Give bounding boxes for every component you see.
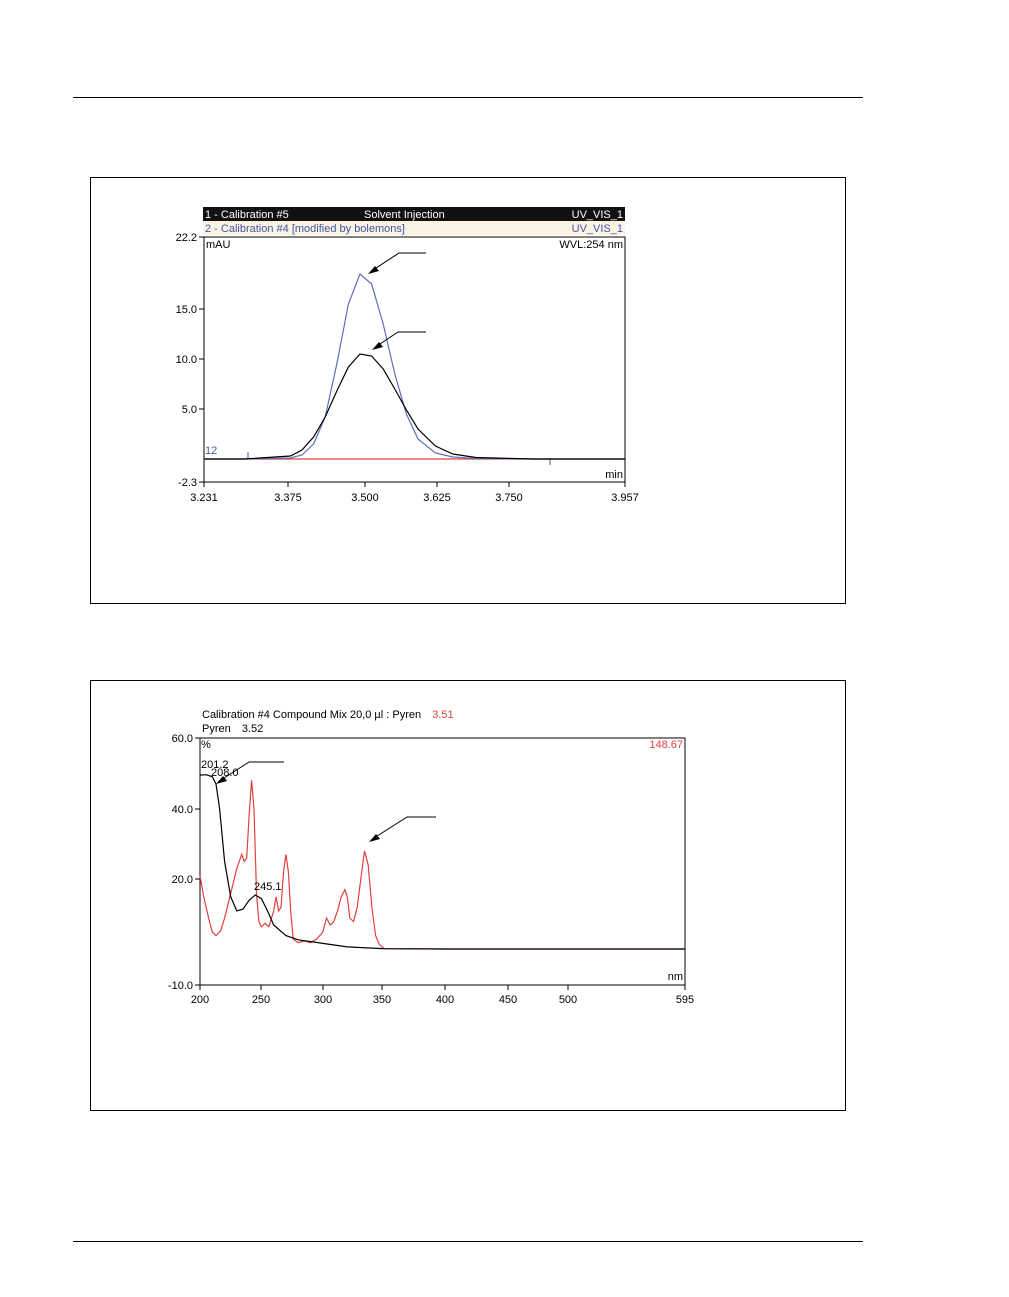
x-tick-label: 350 xyxy=(373,994,391,1006)
x-tick-3.500: 3.500 xyxy=(351,482,379,504)
y-tick-60.0: 60.0 xyxy=(172,733,200,745)
y-tick-label: 10.0 xyxy=(176,354,197,366)
y-tick-minus-10.0: -10.0 xyxy=(168,980,200,992)
annotation-arrow-1 xyxy=(368,252,426,274)
chromatogram-frame: 1 - Calibration #5 Solvent Injection UV_… xyxy=(90,177,846,604)
header-row-2-channel: UV_VIS_1 xyxy=(572,223,623,235)
top-rule xyxy=(73,97,863,98)
x-tick-label: 3.500 xyxy=(351,492,379,504)
y-tick-label: 5.0 xyxy=(182,404,197,416)
x-tick-label: 300 xyxy=(314,994,332,1006)
x-tick-label: 500 xyxy=(559,994,577,1006)
x-tick-3.957: 3.957 xyxy=(611,482,639,504)
plot-area xyxy=(199,737,686,986)
x-tick-3.750: 3.750 xyxy=(495,482,523,504)
peak-label: 245.1 xyxy=(254,881,282,893)
x-tick-label: 200 xyxy=(191,994,209,1006)
x-tick-label: 3.625 xyxy=(423,492,451,504)
y-tick-label: -10.0 xyxy=(168,980,193,992)
y-tick-label: 40.0 xyxy=(172,804,193,816)
header-row-1-bg xyxy=(203,207,625,221)
y-tick-label: 22.2 xyxy=(176,232,197,244)
header-row-2-bg xyxy=(203,221,625,235)
spectrum-chart: Calibration #4 Compound Mix 20,0 µl : Py… xyxy=(168,709,694,1006)
y-axis-label: mAU xyxy=(206,239,231,251)
spectrum-title-text: Calibration #4 Compound Mix 20,0 µl : Py… xyxy=(202,709,421,721)
spectrum-title-line-2: Pyren 3.52 xyxy=(202,723,263,735)
y-tick-10.0: 10.0 xyxy=(176,354,204,366)
x-tick-label: 3.375 xyxy=(274,492,302,504)
y-tick-5.0: 5.0 xyxy=(182,404,204,416)
chromatogram-chart: 1 - Calibration #5 Solvent Injection UV_… xyxy=(176,207,639,504)
trace-marker: 12 xyxy=(205,445,217,457)
x-tick-label: 3.750 xyxy=(495,492,523,504)
y-tick-15.0: 15.0 xyxy=(176,304,204,316)
spectrum-subtitle-text: Pyren xyxy=(202,723,231,735)
y-tick-minus-2.3: -2.3 xyxy=(178,477,204,489)
header-row-2-id: 2 - Calibration #4 [modified by bolemons… xyxy=(205,223,405,235)
series-line-reference-spectrum xyxy=(199,780,685,950)
x-tick-label: 400 xyxy=(436,994,454,1006)
x-tick-3.231: 3.231 xyxy=(190,482,218,504)
x-tick-label: 595 xyxy=(676,994,694,1006)
y-tick-22.2: 22.2 xyxy=(176,232,204,244)
x-tick-label: 3.231 xyxy=(190,492,218,504)
y-tick-label: 60.0 xyxy=(172,733,193,745)
annotation-arrow-2 xyxy=(372,331,426,350)
peak-label: 201.2 xyxy=(201,759,229,771)
x-tick-595: 595 xyxy=(676,985,694,1006)
header-row-1-id: 1 - Calibration #5 xyxy=(205,209,289,221)
annotation-arrow-2 xyxy=(369,816,436,842)
x-tick-label: 3.957 xyxy=(611,492,639,504)
x-tick-350: 350 xyxy=(373,985,391,1006)
series-line-measured-spectrum xyxy=(199,774,685,950)
x-tick-250: 250 xyxy=(252,985,270,1006)
spectrum-frame: Calibration #4 Compound Mix 20,0 µl : Py… xyxy=(90,680,846,1111)
x-tick-label: 250 xyxy=(252,994,270,1006)
header-row-1-sample: Solvent Injection xyxy=(364,209,445,221)
y-axis-label: % xyxy=(201,739,211,751)
x-tick-200: 200 xyxy=(191,985,209,1006)
x-tick-300: 300 xyxy=(314,985,332,1006)
x-tick-label: 450 xyxy=(499,994,517,1006)
y-tick-40.0: 40.0 xyxy=(172,804,200,816)
plot-area xyxy=(203,236,626,483)
x-tick-400: 400 xyxy=(436,985,454,1006)
bottom-rule xyxy=(73,1241,863,1242)
y-tick-20.0: 20.0 xyxy=(172,874,200,886)
header-row-1-channel: UV_VIS_1 xyxy=(572,209,623,221)
x-axis-label: nm xyxy=(668,971,683,983)
spectrum-subtitle-value: 3.52 xyxy=(242,723,263,735)
y-tick-label: -2.3 xyxy=(178,477,197,489)
x-tick-3.625: 3.625 xyxy=(423,482,451,504)
series-line-calibration-5 xyxy=(204,353,625,460)
spectrum-title-value: 3.51 xyxy=(432,709,453,721)
annotation-arrow-1 xyxy=(216,761,284,784)
x-tick-500: 500 xyxy=(559,985,577,1006)
x-axis-label: min xyxy=(605,469,623,481)
y-tick-label: 15.0 xyxy=(176,304,197,316)
x-tick-3.375: 3.375 xyxy=(274,482,302,504)
max-annotation: 148.67 xyxy=(649,739,683,751)
spectrum-title-line-1: Calibration #4 Compound Mix 20,0 µl : Py… xyxy=(202,709,454,721)
x-tick-450: 450 xyxy=(499,985,517,1006)
y-tick-label: 20.0 xyxy=(172,874,193,886)
wavelength-annotation: WVL:254 nm xyxy=(559,239,623,251)
series-line-calibration-4 xyxy=(204,272,625,460)
peak-label: 208.0 xyxy=(211,767,239,779)
